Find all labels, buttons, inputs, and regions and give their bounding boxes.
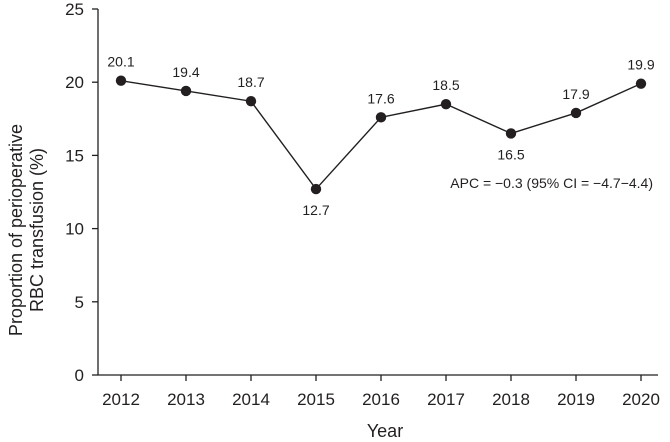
data-label: 19.4	[172, 64, 199, 80]
data-point	[635, 78, 647, 89]
x-axis-title: Year	[367, 421, 403, 441]
data-point	[440, 98, 452, 110]
data-label: 18.5	[432, 77, 459, 93]
y-tick-label: 5	[75, 293, 84, 312]
data-label: 16.5	[497, 146, 524, 162]
data-point	[115, 75, 127, 86]
y-axis-title-line-2: RBC transfusion (%)	[27, 148, 47, 312]
data-point	[570, 107, 582, 119]
y-tick-label: 0	[75, 366, 84, 385]
data-point	[505, 128, 517, 139]
y-axis-title-line-1: Proportion of perioperative	[6, 124, 26, 336]
data-label: 17.6	[367, 90, 394, 106]
data-point	[310, 183, 322, 195]
x-tick-label: 2015	[297, 390, 335, 409]
x-tick-label: 2020	[622, 390, 660, 409]
apc-annotation: APC = −0.3 (95% CI = −4.7−4.4)	[450, 175, 653, 191]
data-point	[375, 112, 387, 123]
y-tick-label: 25	[65, 0, 84, 19]
plot-area: 0 5 10 15 20 25 2012 2013 2014 2015 2016 2017 2018 20…	[65, 0, 660, 409]
data-point	[245, 96, 257, 107]
x-tick-label: 2013	[167, 390, 205, 409]
y-tick-label: 20	[65, 73, 84, 92]
x-tick-label: 2018	[492, 390, 530, 409]
data-point	[180, 85, 192, 97]
x-tick-label: 2019	[557, 390, 595, 409]
data-label: 19.9	[627, 57, 654, 73]
y-tick-label: 15	[65, 146, 84, 165]
x-tick-label: 2012	[102, 390, 140, 409]
data-label: 17.9	[562, 86, 589, 102]
x-tick-label: 2014	[232, 390, 270, 409]
y-tick-label: 10	[65, 220, 84, 239]
data-label: 12.7	[302, 202, 329, 218]
x-tick-label: 2017	[427, 390, 465, 409]
x-tick-label: 2016	[362, 390, 400, 409]
y-axis-title: Proportion of perioperative RBC transfus…	[6, 124, 47, 336]
data-label: 20.1	[107, 54, 134, 70]
data-label: 18.7	[237, 74, 264, 90]
